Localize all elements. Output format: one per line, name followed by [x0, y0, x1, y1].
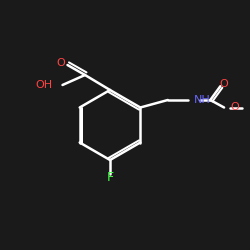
Text: O: O — [230, 102, 239, 113]
Text: OH: OH — [36, 80, 52, 90]
Text: NH: NH — [194, 95, 211, 105]
Text: O: O — [220, 79, 228, 89]
Text: O: O — [57, 58, 66, 68]
Text: F: F — [106, 171, 114, 184]
